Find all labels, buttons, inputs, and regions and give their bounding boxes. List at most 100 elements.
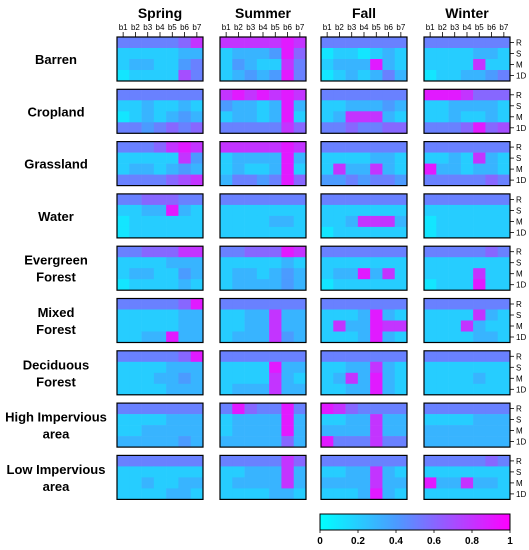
heatmap-cell [460,350,474,363]
heatmap-cell [129,331,142,343]
heatmap-cell [117,141,130,153]
heatmap-cell [269,466,282,478]
heatmap-cell [333,193,346,206]
heatmap-cell [220,436,233,448]
heatmap-cell [345,466,359,478]
heatmap-cell [370,246,383,258]
heatmap-cell [220,350,233,363]
heatmap-cell [370,48,383,60]
heatmap-cell [256,193,270,206]
heatmap-cell [370,372,383,385]
heatmap-cell [424,361,437,374]
heatmap-cell [485,215,499,228]
heatmap-cell [394,268,408,280]
heatmap-cell [129,163,142,175]
band-label-b2: b2 [131,23,140,32]
heatmap-cell [436,89,449,101]
heatmap-cell [166,226,179,239]
panel-border [423,402,511,448]
heatmap-cell [394,246,408,258]
heatmap-cell [394,372,408,385]
metric-label-1d: 1D [516,385,526,394]
heatmap-cell [190,425,204,437]
heatmap-cell [448,89,462,101]
heatmap-cell [357,37,371,49]
heatmap-cell [269,174,282,186]
heatmap-cell [281,436,295,448]
heatmap-cell [256,215,270,228]
heatmap-cell [382,477,396,489]
heatmap-cell [232,100,245,112]
heatmap-cell [293,204,307,217]
heatmap-cell [345,48,359,60]
heatmap-cell [178,48,192,60]
metric-label-s: S [516,259,521,268]
heatmap-cell [281,37,295,49]
heatmap-cell [117,163,130,175]
heatmap-cell [129,436,142,448]
heatmap-cell [370,477,383,489]
heatmap-cell [497,372,511,385]
heatmap-cell [460,163,474,175]
heatmap-cell [448,268,462,280]
heatmap-cell [448,414,462,426]
heatmap-cell [232,204,245,217]
panel-border [116,402,204,448]
heatmap-cell [141,111,155,123]
heatmap-cell [232,70,245,82]
heatmap-cell [485,226,499,239]
heatmap-cell [448,226,462,239]
heatmap-cell [497,246,511,258]
heatmap-cell [269,298,282,310]
band-label-b4: b4 [463,23,472,32]
colorbar-tick-label: 0.8 [465,536,479,547]
heatmap-cell [321,152,334,164]
heatmap-cell [345,111,359,123]
heatmap-cell [460,425,474,437]
metric-label-r: R [516,300,522,309]
heatmap-cell [394,193,408,206]
heatmap-cell [178,70,192,82]
metric-label-r: R [516,39,522,48]
heatmap-cell [333,215,346,228]
heatmap-cell [166,383,179,396]
heatmap-cell [190,70,204,82]
heatmap-cell [345,37,359,49]
heatmap-cell [269,215,282,228]
heatmap-cell [370,279,383,291]
heatmap-cell [293,477,307,489]
heatmap-cell [394,279,408,291]
heatmap-cell [370,37,383,49]
heatmap-cell [166,425,179,437]
heatmap-cell [436,163,449,175]
heatmap-cell [460,152,474,164]
heatmap-cell [485,70,499,82]
heatmap-cell [256,48,270,60]
heatmap-cell [345,89,359,101]
heatmap-cell [269,436,282,448]
heatmap-cell [232,488,245,500]
heatmap-cell [333,414,346,426]
heatmap-cell [333,204,346,217]
heatmap-cell [370,193,383,206]
heatmap-cell [178,331,192,343]
heatmap-cell [166,279,179,291]
heatmap-cell [166,100,179,112]
heatmap-cell [220,193,233,206]
heatmap-cell [345,174,359,186]
heatmap-cell [497,268,511,280]
heatmap-cell [394,383,408,396]
heatmap-cell [436,309,449,321]
heatmap-cell [485,350,499,363]
heatmap-cell [293,372,307,385]
panel-border [219,402,307,448]
heatmap-cell [436,383,449,396]
heatmap-cell [448,174,462,186]
heatmap-cell [497,111,511,123]
heatmap-cell [370,466,383,478]
heatmap-cell [153,466,167,478]
heatmap-cell [345,279,359,291]
heatmap-cell [129,37,142,49]
heatmap-cell [485,246,499,258]
heatmap-cell [473,372,486,385]
